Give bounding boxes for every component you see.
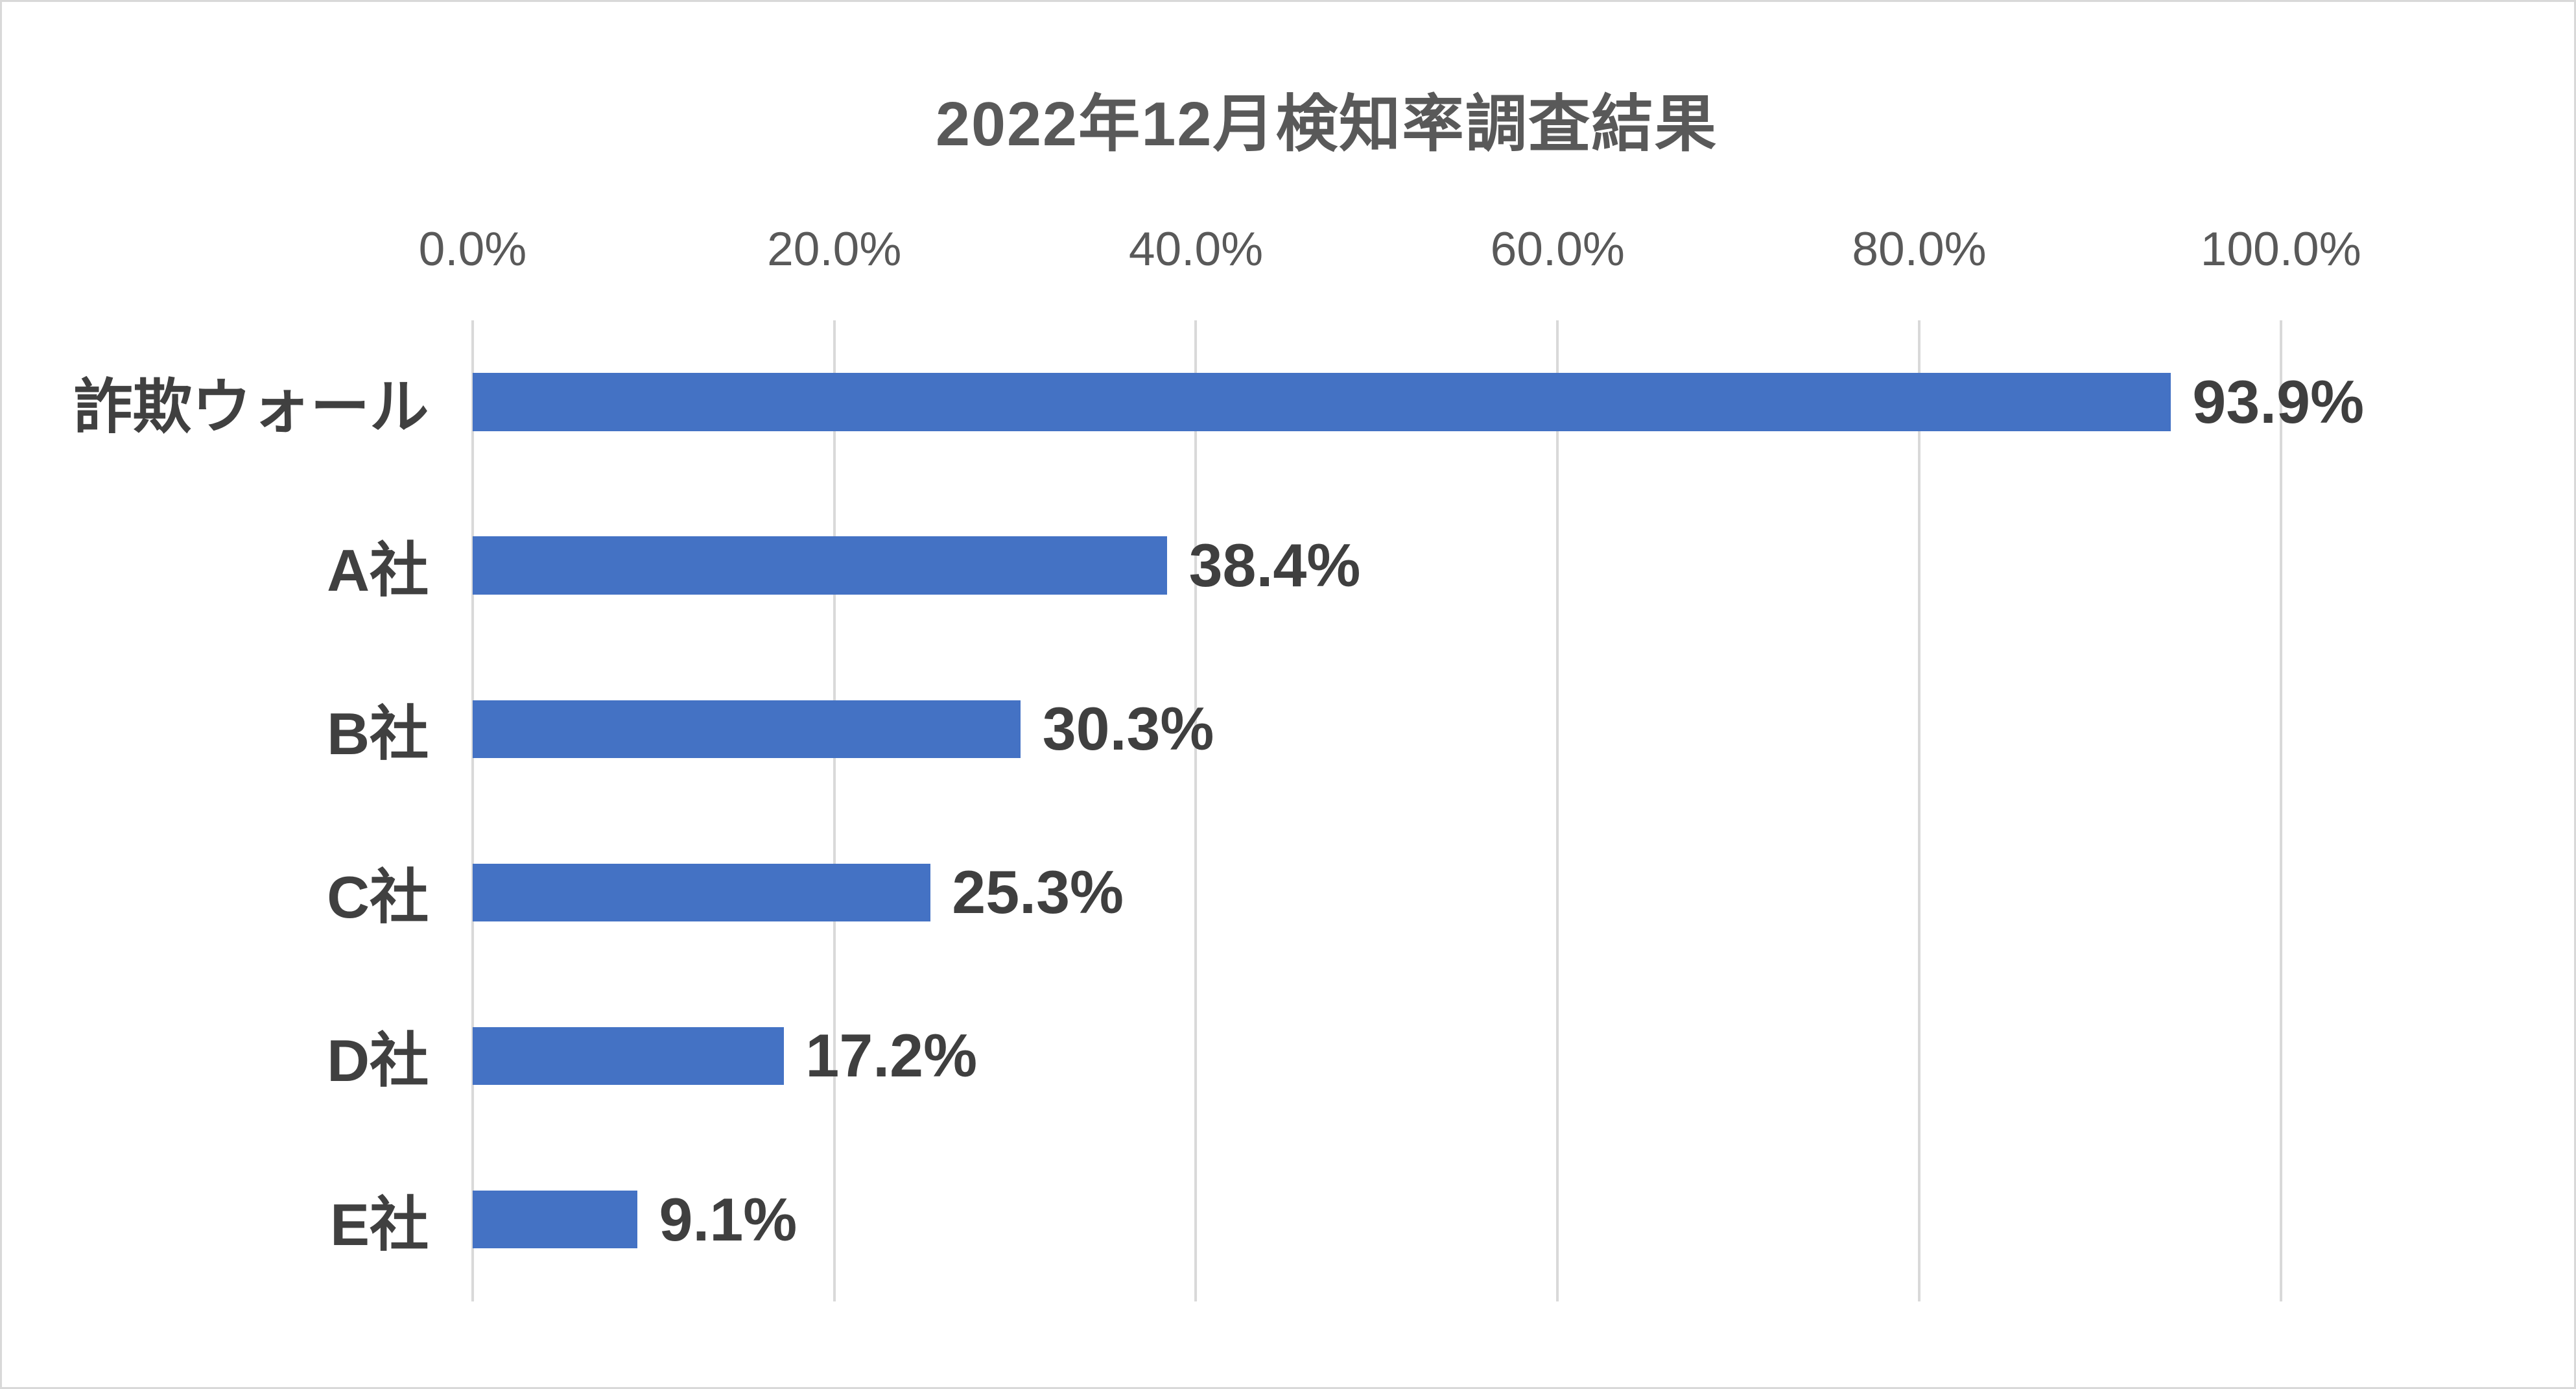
category-label: B社: [327, 701, 429, 768]
value-label: 93.9%: [2192, 368, 2365, 436]
bar-row: A社 38.4%: [327, 484, 2281, 647]
value-label: 17.2%: [805, 1021, 978, 1090]
bar-row: D社 17.2%: [327, 974, 2281, 1137]
x-tick-label: 100.0%: [2200, 222, 2361, 276]
bar: [472, 1027, 784, 1086]
bar: [472, 1190, 637, 1249]
bar: [472, 863, 930, 922]
gridline: [1556, 320, 1559, 1301]
bar-rows: 詐欺ウォール 93.9% A社 38.4% B社 30.3%: [73, 320, 2364, 1301]
plot-area: 詐欺ウォール 93.9% A社 38.4% B社 30.3%: [73, 320, 2364, 1301]
x-tick-label: 80.0%: [1852, 222, 1987, 276]
value-label: 38.4%: [1188, 531, 1361, 600]
gridline: [1918, 320, 1920, 1301]
bar-row: E社 9.1%: [330, 1138, 2281, 1301]
category-label: D社: [327, 1028, 429, 1095]
value-label: 25.3%: [952, 858, 1124, 927]
chart-title: 2022年12月検知率調査結果: [935, 90, 1718, 160]
x-axis-tick-labels: 0.0% 20.0% 40.0% 60.0% 80.0% 100.0%: [419, 222, 2361, 281]
gridline: [833, 320, 836, 1301]
value-label: 30.3%: [1042, 694, 1214, 763]
bar: [472, 373, 2171, 432]
x-tick-label: 20.0%: [767, 222, 902, 276]
category-label: C社: [327, 864, 429, 931]
bar: [472, 536, 1167, 595]
bar-row: B社 30.3%: [327, 647, 2281, 811]
category-label: A社: [327, 538, 429, 604]
bar: [472, 700, 1021, 759]
x-tick-label: 0.0%: [418, 222, 527, 276]
gridline: [2279, 320, 2282, 1301]
x-tick-label: 60.0%: [1490, 222, 1625, 276]
bar-row: 詐欺ウォール 93.9%: [73, 320, 2364, 484]
gridline: [1194, 320, 1198, 1301]
gridline: [471, 320, 474, 1301]
category-label: E社: [330, 1191, 429, 1258]
category-label: 詐欺ウォール: [73, 374, 429, 441]
value-label: 9.1%: [659, 1185, 798, 1253]
x-tick-label: 40.0%: [1128, 222, 1264, 276]
bar-row: C社 25.3%: [327, 811, 2281, 974]
